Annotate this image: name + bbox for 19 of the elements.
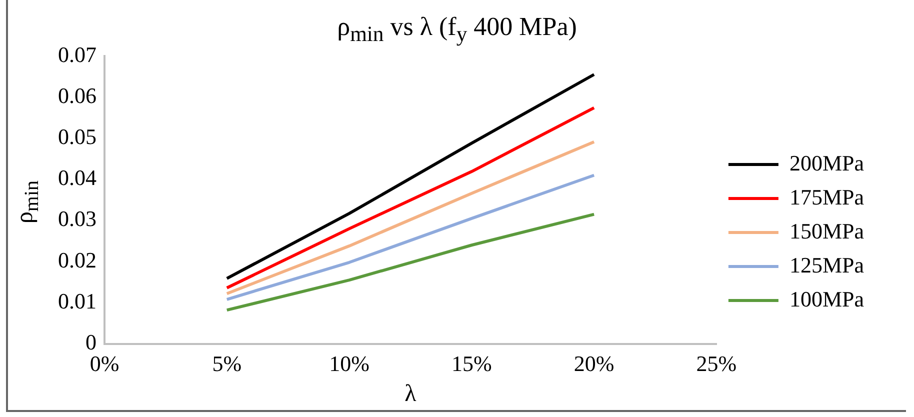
x-tick-label: 5% [212,350,242,376]
x-tick-label: 25% [696,350,737,376]
legend-label: 200MPa [789,150,864,176]
x-axis-title: λ [404,380,417,407]
x-tick-label: 20% [574,350,614,376]
x-tick-label: 15% [452,350,492,376]
legend-label: 100MPa [789,286,864,312]
x-tick-label: 10% [329,350,370,376]
y-tick-label: 0.02 [58,247,96,272]
y-tick-label: 0.03 [58,206,96,232]
y-tick-label: 0.07 [58,42,96,67]
y-tick-label: 0.06 [58,82,96,108]
chart-title: ρ$_{min}$ vs λ (f$_{y}$ 400 MPa) [337,12,577,46]
legend-label: 175MPa [789,184,864,210]
legend-label: 125MPa [789,252,864,278]
legend-label: 150MPa [789,218,864,244]
y-tick-label: 0.05 [58,124,96,150]
y-tick-label: 0.01 [58,288,96,314]
y-tick-label: 0.04 [58,165,96,190]
